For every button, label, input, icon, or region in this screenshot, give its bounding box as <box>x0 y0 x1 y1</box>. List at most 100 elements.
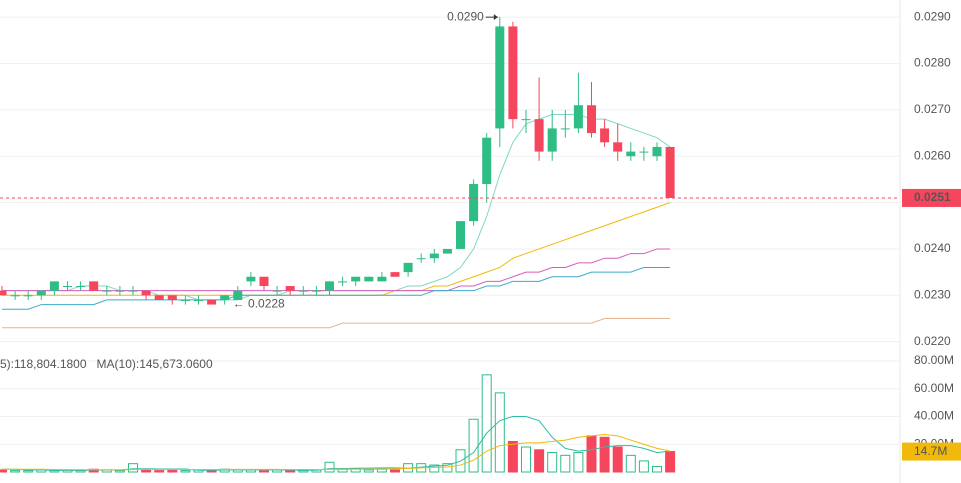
candle-body <box>246 276 256 282</box>
candle-body <box>63 286 72 288</box>
candle-body <box>508 26 518 120</box>
y-tick-label: 0.0270 <box>914 102 951 116</box>
volume-bar <box>0 469 7 473</box>
y-tick-label: 0.0230 <box>914 287 951 301</box>
candle-body <box>390 272 400 277</box>
ma-line <box>2 114 671 301</box>
candle-body <box>351 276 361 282</box>
candle-body <box>469 184 479 222</box>
candle-body <box>49 281 59 291</box>
candle-body <box>115 290 125 292</box>
volume-bar <box>599 436 610 473</box>
last-price-tag <box>902 188 961 207</box>
candle-body <box>128 290 138 292</box>
high-arrowhead <box>493 14 498 21</box>
candle-body <box>377 276 387 282</box>
legend-entry: 5):118,804.1800 <box>0 357 87 371</box>
candle-body <box>613 142 623 152</box>
candle-body <box>416 258 426 260</box>
volume-bar <box>167 469 178 473</box>
candle-body <box>547 128 557 152</box>
last-price-label: 0.0251 <box>914 190 951 204</box>
candle-body <box>102 290 112 292</box>
candle-body <box>573 105 583 129</box>
candle-body <box>180 299 190 301</box>
volume-bar <box>586 435 597 473</box>
candle-body <box>364 276 374 282</box>
volume-bar <box>560 454 571 473</box>
candle-body <box>233 290 243 300</box>
y-tick-label: 40.00M <box>914 409 954 423</box>
candle-body <box>600 128 610 143</box>
candle-body <box>167 295 177 300</box>
candle-body <box>36 290 46 296</box>
volume-bar <box>625 454 636 473</box>
candle-body <box>311 290 321 292</box>
volume-bar <box>114 470 125 473</box>
candle-body <box>587 105 596 134</box>
volume-bar <box>324 461 335 473</box>
candle-body <box>89 281 99 291</box>
volume-bar <box>507 440 518 473</box>
ma-line <box>2 266 671 310</box>
volume-bar <box>23 470 34 473</box>
candle-body <box>285 286 295 291</box>
volume-bar <box>141 469 152 473</box>
candle-body <box>220 295 230 300</box>
y-tick-label: 0.0260 <box>914 148 951 162</box>
volume-bar <box>376 468 387 473</box>
volume-bar <box>128 463 138 473</box>
legend-entry: MA(10):145,673.0600 <box>97 357 213 371</box>
candle-body <box>325 281 334 291</box>
candle-body <box>298 290 308 292</box>
candle-body <box>442 248 452 254</box>
volume-bar <box>363 469 374 473</box>
candle-body <box>665 146 675 198</box>
candle-body <box>639 151 649 153</box>
candle-body <box>207 299 217 305</box>
candle-body <box>521 119 531 121</box>
candle-body <box>0 290 7 296</box>
candle-body <box>495 26 505 129</box>
ma-line <box>2 317 671 329</box>
volume-bar <box>429 464 440 473</box>
volume-bar <box>652 465 662 473</box>
volume-bar <box>468 418 479 473</box>
candle-body <box>10 295 20 297</box>
volume-bar <box>442 463 453 473</box>
volume-bar <box>534 449 545 473</box>
volume-bar <box>259 470 269 473</box>
candle-body <box>429 253 439 259</box>
volume-bar <box>10 470 21 473</box>
volume-bar <box>612 446 623 473</box>
candle-body <box>23 295 33 297</box>
y-tick-label: 0.0240 <box>914 241 951 255</box>
volume-bar <box>494 392 505 473</box>
y-tick-label: 0.0280 <box>914 56 951 70</box>
volume-bar <box>521 446 531 473</box>
last-volume-tag <box>902 442 961 461</box>
volume-bar <box>180 470 191 473</box>
y-tick-label: 0.0290 <box>914 9 951 23</box>
volume-bar <box>638 460 649 473</box>
candle-body <box>403 262 413 273</box>
candle-body <box>338 281 348 283</box>
volume-bar <box>154 470 165 473</box>
candle-body <box>652 146 662 157</box>
candle-body <box>626 151 636 157</box>
candle-body <box>272 290 282 292</box>
volume-bar <box>285 470 296 473</box>
candle-body <box>141 290 151 296</box>
volume-bar <box>390 469 400 473</box>
volume-bar <box>206 470 217 473</box>
low-label: ← 0.0228 <box>233 297 285 311</box>
last-volume-label: 14.7M <box>914 444 947 458</box>
candle-body <box>259 276 269 287</box>
candle-body <box>534 119 544 152</box>
y-tick-label: 60.00M <box>914 381 954 395</box>
volume-bar <box>547 452 558 473</box>
ma-line <box>2 434 671 471</box>
candle-body <box>154 295 164 300</box>
volume-bar <box>665 451 676 473</box>
